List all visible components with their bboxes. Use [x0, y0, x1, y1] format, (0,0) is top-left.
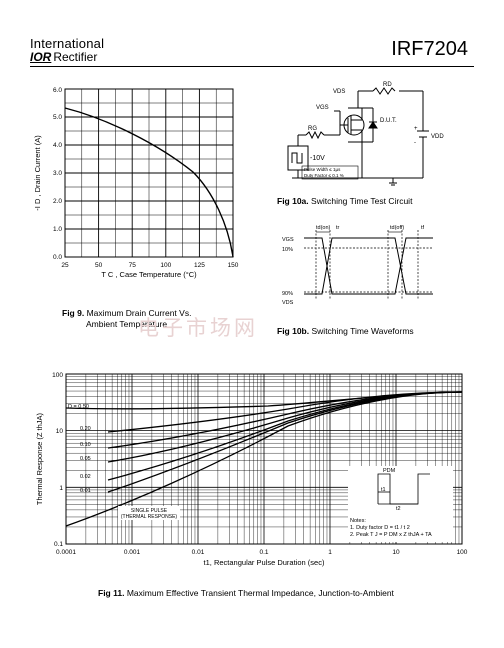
dut-label: D.U.T. — [380, 118, 397, 124]
thermal-response-label: (THERMAL RESPONSE) — [121, 514, 178, 520]
curve-label: D = 0.50 — [68, 404, 89, 410]
fig10a-caption: Fig 10a. Switching Time Test Circuit — [277, 196, 412, 207]
fig11-xticks: 0.0001 0.001 0.01 0.1 1 10 100 — [56, 549, 468, 556]
vgs-wave-label: VGS — [282, 237, 294, 243]
fig11-caption-text: Maximum Effective Transient Thermal Impe… — [126, 588, 394, 598]
fig10b-caption: Fig 10b. Switching Time Waveforms — [277, 326, 414, 337]
curve-label: 0.02 — [80, 474, 91, 480]
fig11-frame — [65, 373, 463, 545]
tf-label: tf — [421, 225, 425, 231]
fig10a-circuit: VDS RD VGS D.U.T. RG VDD + - -10V Pulse … — [287, 82, 444, 186]
minus-label: - — [414, 140, 416, 146]
note-1: 1. Duty factor D = t1 / t 2 — [350, 525, 410, 531]
fig9-xtick: 125 — [194, 262, 205, 269]
curve-label: 0.20 — [80, 426, 91, 432]
fig10b-caption-num: Fig 10b. — [277, 326, 310, 336]
vds-label: VDS — [333, 89, 345, 95]
header-rule — [30, 66, 474, 67]
fig9-xtick: 100 — [160, 262, 171, 269]
fig10b-waveforms: td(on) tr td(off) tf VGS 10% 90% VDS — [282, 225, 433, 306]
fig9-ytick: 4.0 — [53, 142, 62, 149]
t2-label: t2 — [396, 506, 401, 512]
fig9-caption: Fig 9. Maximum Drain Current Vs. Ambient… — [62, 308, 191, 330]
fig9-xtick: 25 — [61, 262, 69, 269]
p90-label: 90% — [282, 291, 293, 297]
tr-label: tr — [336, 225, 340, 231]
curve-label: 0.01 — [80, 488, 91, 494]
fig11-xtick: 0.001 — [124, 549, 141, 556]
fig10b-caption-text: Switching Time Waveforms — [311, 326, 414, 336]
fig9-ytick: 3.0 — [53, 170, 62, 177]
plus-label: + — [414, 126, 418, 132]
watermark-text: 电子市场网 — [138, 316, 258, 340]
fig11-ytick: 1 — [59, 485, 63, 492]
fig9-xtick: 150 — [228, 262, 239, 269]
pulse-width-label: Pulse Width ≤ 1µs — [304, 167, 341, 172]
fig11-chart: D = 0.50 0.20 0.10 0.05 0.02 0.01 SINGLE… — [35, 372, 468, 567]
vds-wave-label: VDS — [282, 300, 294, 306]
fig11-xtick: 1 — [328, 549, 332, 556]
fig11-caption-num: Fig 11. — [98, 588, 125, 598]
fig9-xticks: 25 50 75 100 125 150 — [61, 262, 238, 269]
vdd-label: VDD — [431, 134, 444, 140]
fig9-xtick: 50 — [95, 262, 103, 269]
fig9-yticks: 0.0 1.0 2.0 3.0 4.0 5.0 6.0 — [53, 87, 62, 261]
fig11-yticks: 0.1 1 10 100 — [52, 372, 63, 548]
fig9-xtick: 75 — [129, 262, 137, 269]
fig11-xtick: 0.0001 — [56, 549, 76, 556]
fig11-xtick: 0.1 — [259, 549, 268, 556]
fig9-frame — [64, 88, 234, 258]
v10-label: -10V — [310, 155, 325, 162]
fig11-ytick: 100 — [52, 372, 63, 379]
company-logo: IOR Rectifier — [30, 50, 97, 64]
p10-label: 10% — [282, 247, 293, 253]
fig9-caption-line2: Ambient Temperature — [86, 319, 168, 329]
fig9-ytick: 5.0 — [53, 114, 62, 121]
fig9-grid — [65, 89, 233, 257]
notes-title: Notes: — [350, 518, 366, 524]
t1-label: t1 — [381, 487, 386, 493]
fig11-curves — [65, 391, 463, 527]
vgs-label: VGS — [316, 105, 329, 111]
rd-label: RD — [383, 82, 392, 88]
curve-label: 0.05 — [80, 456, 91, 462]
fig11-ylabel: Thermal Response (Z thJA) — [35, 412, 44, 505]
fig11-xtick: 10 — [392, 549, 400, 556]
fig11-ytick: 0.1 — [54, 541, 63, 548]
duty-factor-label: Duty Factor ≤ 0.1 % — [304, 173, 344, 178]
tdoff-label: td(off) — [390, 225, 404, 231]
pdm-label: PDM — [383, 468, 396, 474]
fig10a-caption-num: Fig 10a. — [277, 196, 309, 206]
rg-label: RG — [308, 126, 317, 132]
tdon-label: td(on) — [316, 225, 331, 231]
fig11-xlabel: t1, Rectangular Pulse Duration (sec) — [204, 558, 325, 567]
part-number: IRF7204 — [391, 38, 468, 60]
fig9-xlabel: T C , Case Temperature (°C) — [101, 270, 197, 279]
fig11-xtick: 100 — [457, 549, 468, 556]
fig9-ytick: 6.0 — [53, 87, 62, 94]
pdm-pulse-icon — [377, 473, 430, 505]
fig11-xtick: 0.01 — [192, 549, 205, 556]
single-pulse-label: SINGLE PULSE — [131, 508, 168, 514]
fig9-curve — [64, 107, 234, 258]
fig11-ytick: 10 — [56, 428, 64, 435]
fig10a-caption-text: Switching Time Test Circuit — [311, 196, 413, 206]
fig9-caption-num: Fig 9. — [62, 308, 85, 318]
fig11-curve-labels: D = 0.50 0.20 0.10 0.05 0.02 0.01 — [68, 404, 91, 494]
fig9-ytick: 2.0 — [53, 198, 62, 205]
fig9-ytick: 1.0 — [53, 226, 62, 233]
note-2: 2. Peak T J = P DM x Z thJA + TA — [350, 532, 432, 538]
company-subname: Rectifier — [53, 50, 98, 64]
curve-label: 0.10 — [80, 442, 91, 448]
ior-logo: IOR — [30, 50, 52, 64]
fig9-chart: 0.0 1.0 2.0 3.0 4.0 5.0 6.0 25 50 75 100… — [33, 87, 239, 279]
fig9-ytick: 0.0 — [53, 254, 62, 261]
fig11-caption: Fig 11. Maximum Effective Transient Ther… — [98, 588, 394, 599]
fig9-ylabel: -I D , Drain Current (A) — [33, 135, 42, 211]
fig9-caption-line1: Maximum Drain Current Vs. — [86, 308, 192, 318]
company-name: International — [30, 36, 105, 51]
